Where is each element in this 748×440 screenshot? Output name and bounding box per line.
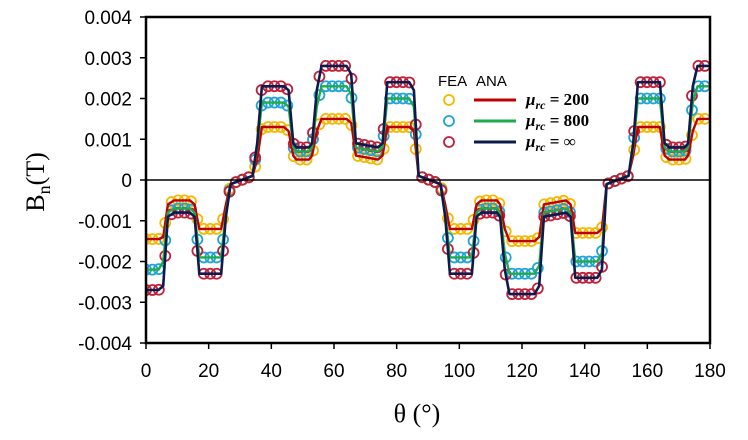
y-axis-title-main: B [21,194,50,211]
x-tick-label: 140 [569,361,601,382]
fea-marker [165,196,178,208]
legend-background [432,70,618,156]
y-tick-label: -0.004 [78,334,132,355]
y-tick-label: 0.003 [84,49,132,70]
x-tick-label: 180 [694,361,726,382]
fea-marker [429,176,441,188]
fea-marker [615,172,628,185]
fea-marker [242,171,255,184]
x-tick-label: 60 [323,361,344,382]
fea-marker [531,262,544,274]
y-axis-title-sub: n [34,185,54,194]
legend-label: μrc = 800 [525,111,589,133]
fea-marker [281,99,294,112]
fea-marker [621,170,634,183]
y-tick-label: 0.001 [84,130,132,151]
legend-label: μrc = 200 [525,90,589,112]
y-tick-label: 0.004 [84,8,132,29]
y-tick-label: 0 [121,171,132,192]
y-axis-ticks: 0.004 0.003 0.002 0.001 0 -0.001 -0.002 -0.003 -… [78,8,146,355]
x-tick-label: 100 [443,361,475,382]
fea-marker [531,282,544,295]
fea-marker [281,83,294,96]
legend-marker [443,94,455,106]
fea-marker [416,171,429,184]
x-tick-label: 20 [198,361,219,382]
legend-header-fea: FEA [438,73,467,90]
x-tick-label: 40 [261,361,282,382]
y-axis-title: Bn(T) [21,152,54,212]
fea-marker [609,175,621,187]
x-axis-title: θ (°) [394,399,441,428]
x-tick-label: 120 [506,361,538,382]
y-tick-label: 0.002 [84,90,132,111]
x-tick-label: 160 [631,361,663,382]
legend-header-ana: ANA [476,73,507,90]
x-tick-label: 0 [141,361,152,382]
x-tick-label: 80 [386,361,407,382]
legend-marker [443,115,455,127]
legend-label: μrc = ∞ [525,132,576,154]
fea-marker [230,176,242,188]
legend-marker [443,136,455,148]
y-axis-title-unit: (T) [21,152,50,185]
y-tick-label: -0.002 [78,253,132,274]
y-tick-label: -0.003 [78,293,132,314]
x-axis-ticks: 0 20 40 60 80 100 120 140 160 180 [141,343,726,382]
y-tick-label: -0.001 [78,212,132,233]
fea-marker [602,177,615,190]
